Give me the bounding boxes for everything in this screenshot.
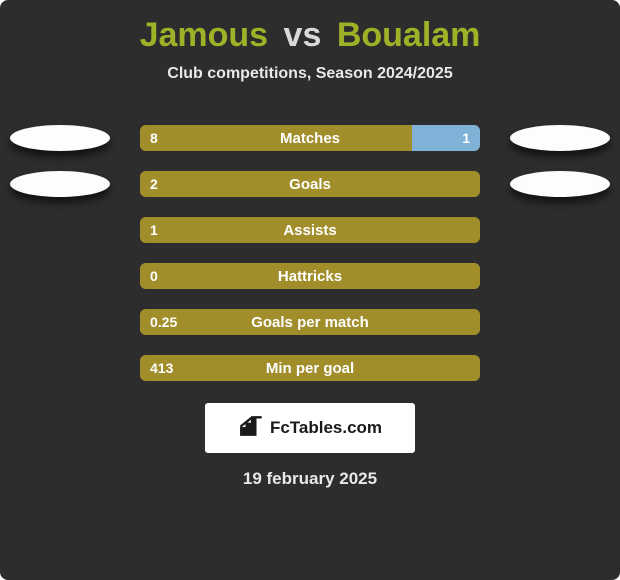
stat-label: Goals bbox=[140, 176, 480, 193]
stat-bar: 0Hattricks bbox=[140, 263, 480, 289]
comparison-card: Jamous vs Boualam Club competitions, Sea… bbox=[0, 0, 620, 580]
stat-label: Assists bbox=[140, 222, 480, 239]
player1-avatar bbox=[10, 171, 110, 197]
stat-label: Matches bbox=[140, 130, 480, 147]
stat-label: Hattricks bbox=[140, 268, 480, 285]
player1-avatar bbox=[10, 125, 110, 151]
subtitle: Club competitions, Season 2024/2025 bbox=[0, 65, 620, 83]
player1-name: Jamous bbox=[140, 16, 269, 54]
brand-text: FcTables.com bbox=[270, 418, 382, 438]
stat-bar: 81Matches bbox=[140, 125, 480, 151]
brand-badge[interactable]: FcTables.com bbox=[205, 403, 415, 453]
stat-row: 413Min per goal bbox=[0, 355, 620, 381]
title-vs: vs bbox=[284, 16, 322, 54]
player2-avatar bbox=[510, 171, 610, 197]
stat-row: 0Hattricks bbox=[0, 263, 620, 289]
stat-bar: 413Min per goal bbox=[140, 355, 480, 381]
player2-name: Boualam bbox=[337, 16, 481, 54]
stat-bar: 0.25Goals per match bbox=[140, 309, 480, 335]
stat-row: 2Goals bbox=[0, 171, 620, 197]
stat-row: 1Assists bbox=[0, 217, 620, 243]
page-title: Jamous vs Boualam bbox=[0, 0, 620, 55]
stat-row: 81Matches bbox=[0, 125, 620, 151]
stat-label: Min per goal bbox=[140, 360, 480, 377]
player2-avatar bbox=[510, 125, 610, 151]
stat-rows: 81Matches 2Goals 1Assists 0Hattricks 0.25Goa… bbox=[0, 125, 620, 381]
date-text: 19 february 2025 bbox=[0, 469, 620, 489]
stat-bar: 2Goals bbox=[140, 171, 480, 197]
stat-row: 0.25Goals per match bbox=[0, 309, 620, 335]
stat-label: Goals per match bbox=[140, 314, 480, 331]
stat-bar: 1Assists bbox=[140, 217, 480, 243]
chart-icon bbox=[238, 413, 264, 444]
